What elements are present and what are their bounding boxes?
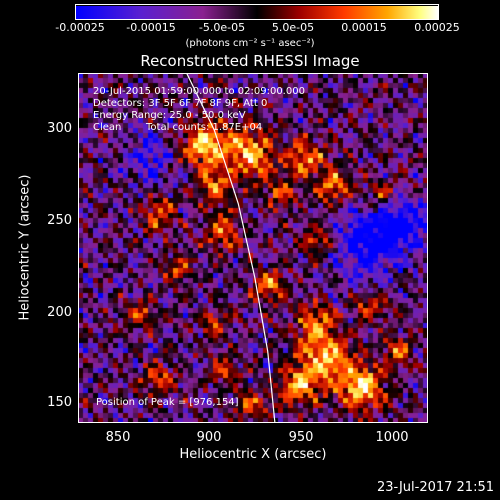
colorbar-tick: 5.0e-05 — [271, 21, 315, 34]
solar-limb-line — [185, 73, 276, 423]
annotation-detectors: Detectors: 3F 5F 6F 7F 8F 9F, Att 0 — [93, 98, 268, 109]
colorbar-tick: -5.0e-05 — [198, 21, 246, 34]
colorbar-tick: 0.00015 — [341, 21, 387, 34]
y-tick-label: 200 — [47, 305, 72, 320]
colorbar-tick: -0.00015 — [126, 21, 176, 34]
annotation-peak-position: Position of Peak = [976,154] — [96, 397, 239, 408]
colorbar-tick: 0.00025 — [414, 21, 460, 34]
x-tick-label: 950 — [288, 430, 314, 445]
colorbar — [75, 4, 439, 20]
colorbar-gradient — [76, 6, 438, 19]
y-tick-label: 150 — [47, 395, 72, 410]
x-tick-label: 850 — [105, 430, 131, 445]
heatmap-canvas — [78, 73, 428, 423]
x-tick-label: 1000 — [375, 430, 409, 445]
plot-overlay — [185, 73, 276, 423]
colorbar-unit-label: (photons cm⁻² s⁻¹ asec⁻²) — [185, 38, 315, 49]
annotation-time-range: 20-Jul-2015 01:59:00.000 to 02:09:00.000 — [93, 86, 305, 97]
colorbar-tick: -0.00025 — [55, 21, 105, 34]
y-axis-label: Heliocentric Y (arcsec) — [17, 174, 33, 321]
y-tick-label: 250 — [47, 213, 72, 228]
footer-timestamp: 23-Jul-2017 21:51 — [376, 480, 494, 495]
x-tick-label: 900 — [196, 430, 222, 445]
annotation-clean: Clean — [93, 122, 122, 133]
plot-area — [78, 73, 428, 423]
chart-title: Reconstructed RHESSI Image — [140, 52, 360, 70]
annotation-energy-range: Energy Range: 25.0 - 50.0 keV — [93, 110, 246, 121]
x-axis-label: Heliocentric X (arcsec) — [179, 447, 327, 462]
y-tick-label: 300 — [47, 121, 72, 136]
annotation-total-counts: Total counts: 1.87E+04 — [146, 122, 263, 133]
